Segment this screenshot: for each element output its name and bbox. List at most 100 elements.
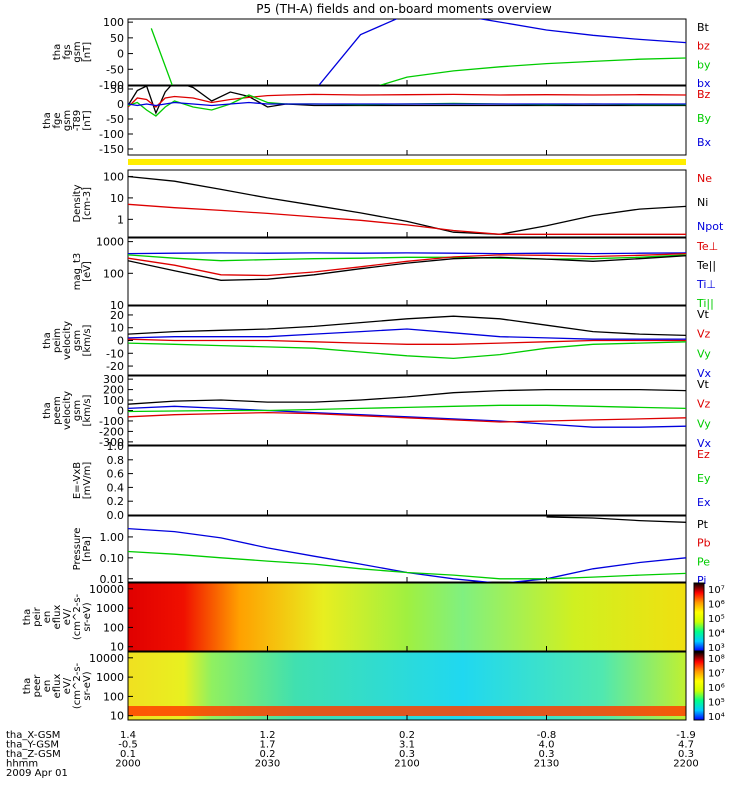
footer-value: -1.9 (676, 730, 696, 741)
panel-2: 50 0 -50 -100 -150 thafgegsm-T89[nT] Bz By Bx (42, 83, 712, 156)
legend-Bz: Bz (697, 88, 711, 101)
y-axis-label: thafgegsm-T89[nT] (42, 110, 93, 132)
y-tick-label: 100 (103, 16, 124, 29)
legend-Vx: Vx (697, 367, 712, 380)
legend-Ni: Ni (697, 196, 708, 209)
legend-Bx: Bx (697, 136, 712, 149)
y-axis-label-line: peir (32, 606, 43, 626)
colorbar (693, 651, 705, 721)
legend-bx: bx (697, 77, 711, 90)
y-axis-label-line: (cm^2-s- (72, 593, 83, 640)
y-axis-label: E=-VxB[mV/m] (72, 462, 93, 500)
y-axis-label: thapeimvelocitygsm[km/s] (42, 321, 93, 360)
y-axis-label-line: gsm (62, 110, 73, 131)
chart-title: P5 (TH-A) fields and on-board moments ov… (256, 2, 552, 16)
legend-Ex: Ex (697, 496, 711, 509)
series-by (150, 28, 686, 85)
legend-Pe: Pe (697, 555, 710, 568)
panel-frame (127, 445, 687, 516)
y-axis-label-line: [cm-3] (82, 187, 93, 220)
y-tick-label: 50 (110, 32, 124, 45)
y-axis-label-line: [mV/m] (82, 462, 93, 500)
series-Te⊥ (128, 252, 686, 277)
y-tick-label: -100 (99, 79, 124, 92)
series-group (128, 516, 686, 582)
colorbar-tick-label: 10³ (708, 643, 725, 654)
series-Ni (128, 175, 686, 235)
footer-value: 2030 (255, 759, 280, 770)
y-tick-label: 1000 (96, 671, 124, 684)
footer-value: 2130 (534, 759, 559, 770)
series-Vz (128, 411, 686, 423)
colorbar-tick-label: 10⁷ (708, 669, 725, 680)
panel-3: 100 10 1 Density[cm-3] Ne Ni Npot (72, 169, 724, 238)
spectrogram (128, 583, 686, 651)
panel-frame (127, 18, 687, 86)
footer-value: 2200 (673, 759, 698, 770)
y-axis-label-line: tha (22, 678, 33, 694)
y-axis-label: thafgsgsm[nT] (52, 41, 93, 62)
y-tick-label: 0 (117, 335, 124, 348)
footer-value: 0.2 (399, 730, 415, 741)
y-axis-label-line: tha (42, 332, 53, 348)
y-axis-label-line: Density (72, 184, 83, 222)
legend-Vx: Vx (697, 437, 712, 450)
y-axis-label: Pressure[nPa] (72, 528, 93, 571)
footer-value: 3.1 (399, 740, 415, 751)
y-tick-label: 100 (103, 690, 124, 703)
y-tick-label: 10 (110, 641, 124, 654)
series-Bx (128, 101, 686, 107)
series-group (128, 252, 686, 281)
y-tick-label: -50 (106, 113, 124, 126)
footer-value: 0.2 (260, 749, 276, 760)
y-tick-label: 1 (117, 213, 124, 226)
y-axis-label-line: tha (22, 609, 33, 625)
colorbar-tick-label: 10⁵ (708, 614, 725, 625)
y-axis-label-line: eflux (52, 674, 63, 699)
series-Bz (128, 93, 686, 108)
legend-Pt: Pt (697, 518, 709, 531)
legend-Vz: Vz (697, 328, 711, 341)
y-tick-label: 100 (103, 394, 124, 407)
legend-Ey: Ey (697, 472, 711, 485)
panel-frame (127, 169, 687, 238)
low-energy-band (128, 706, 686, 716)
colorbar-tick-label: 10⁴ (708, 712, 725, 723)
series-Vt (128, 388, 686, 405)
legend-By: By (697, 112, 712, 125)
footer-value: 0.3 (678, 749, 694, 760)
panel-9: 10⁷ 10⁶ 10⁵ 10⁴ 10³ 10000 1000 100 10 thapeirenef… (22, 582, 725, 654)
panel-frame (127, 237, 687, 306)
y-axis-label-line: tha (52, 44, 63, 60)
y-tick-label: 0.2 (107, 495, 125, 508)
legend-Ez: Ez (697, 448, 710, 461)
y-axis-label-line: fgs (62, 44, 73, 59)
footer-value: 0.3 (539, 749, 555, 760)
y-tick-label: 1.0 (107, 440, 125, 453)
y-axis-label-line: eV/ (62, 608, 73, 625)
y-tick-label: 100 (103, 621, 124, 634)
series-Ti|| (128, 254, 686, 262)
legend-Npot: Npot (697, 220, 724, 233)
legend-Vt: Vt (697, 378, 710, 391)
panel-4: 1000 100 10 mag_t3[eV] Te⊥ Te|| Ti⊥ Ti|| (72, 236, 718, 312)
y-axis-label-line: [km/s] (82, 324, 93, 356)
y-axis-label: thapeerenefluxeV/(cm^2-s-sr-eV) (22, 662, 93, 709)
y-axis-label-line: tha (42, 402, 53, 418)
y-tick-label: 10 (110, 192, 124, 205)
footer-row-label: tha_Y-GSM (6, 740, 59, 751)
y-axis-label-line: sr-eV) (82, 602, 93, 631)
y-axis-label-line: eflux (52, 605, 63, 630)
y-tick-label: 1000 (96, 236, 124, 249)
legend-Vy: Vy (697, 347, 711, 360)
y-axis-label-line: [nT] (82, 110, 93, 130)
legend-bz: bz (697, 40, 710, 53)
series-Vt (128, 315, 686, 337)
y-axis-label-line: tha (42, 112, 53, 128)
footer-date: 2009 Apr 01 (6, 768, 68, 779)
y-tick-label: 0.01 (100, 573, 125, 586)
y-axis-label-line: [nT] (82, 42, 93, 62)
y-axis-label-line: Pressure (72, 528, 83, 571)
y-tick-label: 200 (103, 384, 124, 397)
